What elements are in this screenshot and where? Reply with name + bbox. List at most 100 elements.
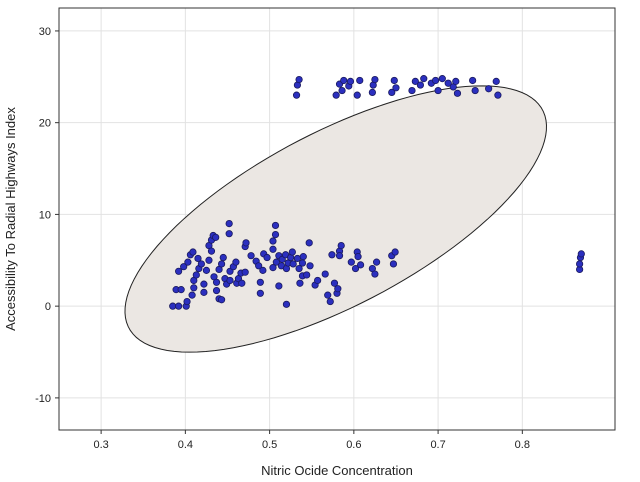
data-point bbox=[346, 77, 355, 85]
data-point bbox=[238, 279, 246, 287]
x-tick-label: 0.4 bbox=[178, 439, 193, 451]
data-point bbox=[391, 248, 399, 256]
data-point bbox=[492, 77, 500, 85]
data-point bbox=[189, 248, 197, 256]
data-point bbox=[225, 219, 233, 228]
data-point bbox=[197, 260, 205, 268]
y-tick-label: 20 bbox=[39, 118, 51, 130]
data-point bbox=[353, 91, 361, 99]
data-point bbox=[494, 91, 502, 99]
data-point bbox=[420, 75, 428, 83]
data-point bbox=[438, 75, 446, 83]
data-point bbox=[217, 296, 226, 304]
data-point bbox=[200, 280, 208, 288]
data-point bbox=[180, 263, 188, 271]
data-point bbox=[169, 302, 177, 310]
data-point bbox=[212, 233, 220, 241]
data-point bbox=[175, 267, 183, 275]
x-tick-label: 0.6 bbox=[346, 439, 361, 451]
data-point bbox=[184, 258, 192, 266]
data-points bbox=[169, 75, 585, 310]
data-point bbox=[212, 286, 221, 295]
data-point bbox=[305, 239, 313, 247]
data-point bbox=[296, 279, 304, 287]
data-point bbox=[576, 260, 584, 268]
data-point bbox=[452, 77, 460, 85]
data-point bbox=[269, 264, 277, 272]
data-point bbox=[347, 258, 355, 266]
data-point bbox=[321, 270, 329, 278]
data-point bbox=[226, 276, 234, 285]
data-point bbox=[271, 231, 280, 239]
data-point bbox=[188, 291, 196, 299]
data-point bbox=[368, 88, 376, 97]
x-tick-label: 0.5 bbox=[262, 439, 277, 451]
data-point bbox=[434, 86, 442, 95]
data-point bbox=[471, 86, 479, 95]
data-point bbox=[225, 230, 233, 238]
data-point bbox=[314, 276, 322, 285]
data-point bbox=[190, 284, 198, 292]
data-point bbox=[392, 84, 400, 92]
data-point bbox=[577, 250, 585, 258]
data-point bbox=[328, 251, 336, 259]
y-tick-label: 0 bbox=[45, 301, 51, 313]
y-tick-label: 10 bbox=[39, 209, 51, 221]
axis-ticks: 0.3 0.4 0.5 0.6 0.7 0.8 -10 0 10 20 30 bbox=[35, 26, 530, 451]
data-point bbox=[295, 264, 303, 273]
data-point bbox=[247, 252, 255, 260]
confidence-ellipse bbox=[124, 85, 547, 353]
data-point bbox=[431, 76, 440, 85]
data-point bbox=[303, 271, 311, 279]
data-point bbox=[207, 247, 216, 255]
data-point bbox=[390, 76, 398, 85]
data-point bbox=[411, 77, 419, 85]
data-point bbox=[299, 253, 307, 261]
data-point bbox=[205, 256, 213, 264]
data-point bbox=[340, 76, 348, 85]
data-point bbox=[256, 278, 264, 286]
data-point bbox=[241, 268, 249, 276]
data-point bbox=[217, 260, 226, 268]
data-point bbox=[416, 81, 424, 89]
data-point bbox=[337, 242, 345, 250]
data-point bbox=[444, 79, 452, 87]
data-point bbox=[192, 271, 200, 279]
data-point bbox=[485, 85, 493, 93]
data-point bbox=[271, 221, 280, 230]
data-point bbox=[306, 262, 314, 270]
y-tick-label: 30 bbox=[39, 26, 51, 38]
x-axis-title: Nitric Ocide Concentration bbox=[261, 463, 413, 478]
data-point bbox=[338, 86, 346, 95]
data-point bbox=[232, 258, 240, 266]
y-axis-title: Accessibility To Radial Highways Index bbox=[3, 107, 18, 331]
data-point bbox=[256, 289, 264, 297]
data-point bbox=[292, 91, 301, 99]
data-point bbox=[351, 264, 360, 273]
data-point bbox=[288, 248, 296, 256]
data-point bbox=[212, 278, 221, 286]
data-point bbox=[202, 266, 211, 274]
data-point bbox=[389, 260, 398, 268]
data-point bbox=[255, 262, 263, 270]
x-tick-label: 0.7 bbox=[430, 439, 445, 451]
data-point bbox=[275, 282, 283, 290]
data-point bbox=[388, 88, 396, 97]
data-point bbox=[354, 253, 362, 261]
data-point bbox=[330, 279, 339, 287]
data-point bbox=[259, 266, 267, 274]
x-tick-label: 0.8 bbox=[515, 439, 530, 451]
data-point bbox=[469, 76, 477, 85]
plot-border bbox=[58, 7, 616, 431]
data-point bbox=[289, 260, 297, 268]
data-point bbox=[200, 288, 208, 296]
y-tick-label: -10 bbox=[35, 393, 51, 405]
data-point bbox=[219, 253, 227, 262]
data-point bbox=[408, 86, 416, 95]
data-point bbox=[372, 258, 381, 266]
data-point bbox=[177, 286, 185, 294]
data-point bbox=[269, 245, 277, 253]
data-point bbox=[453, 89, 462, 97]
data-point bbox=[282, 300, 291, 308]
